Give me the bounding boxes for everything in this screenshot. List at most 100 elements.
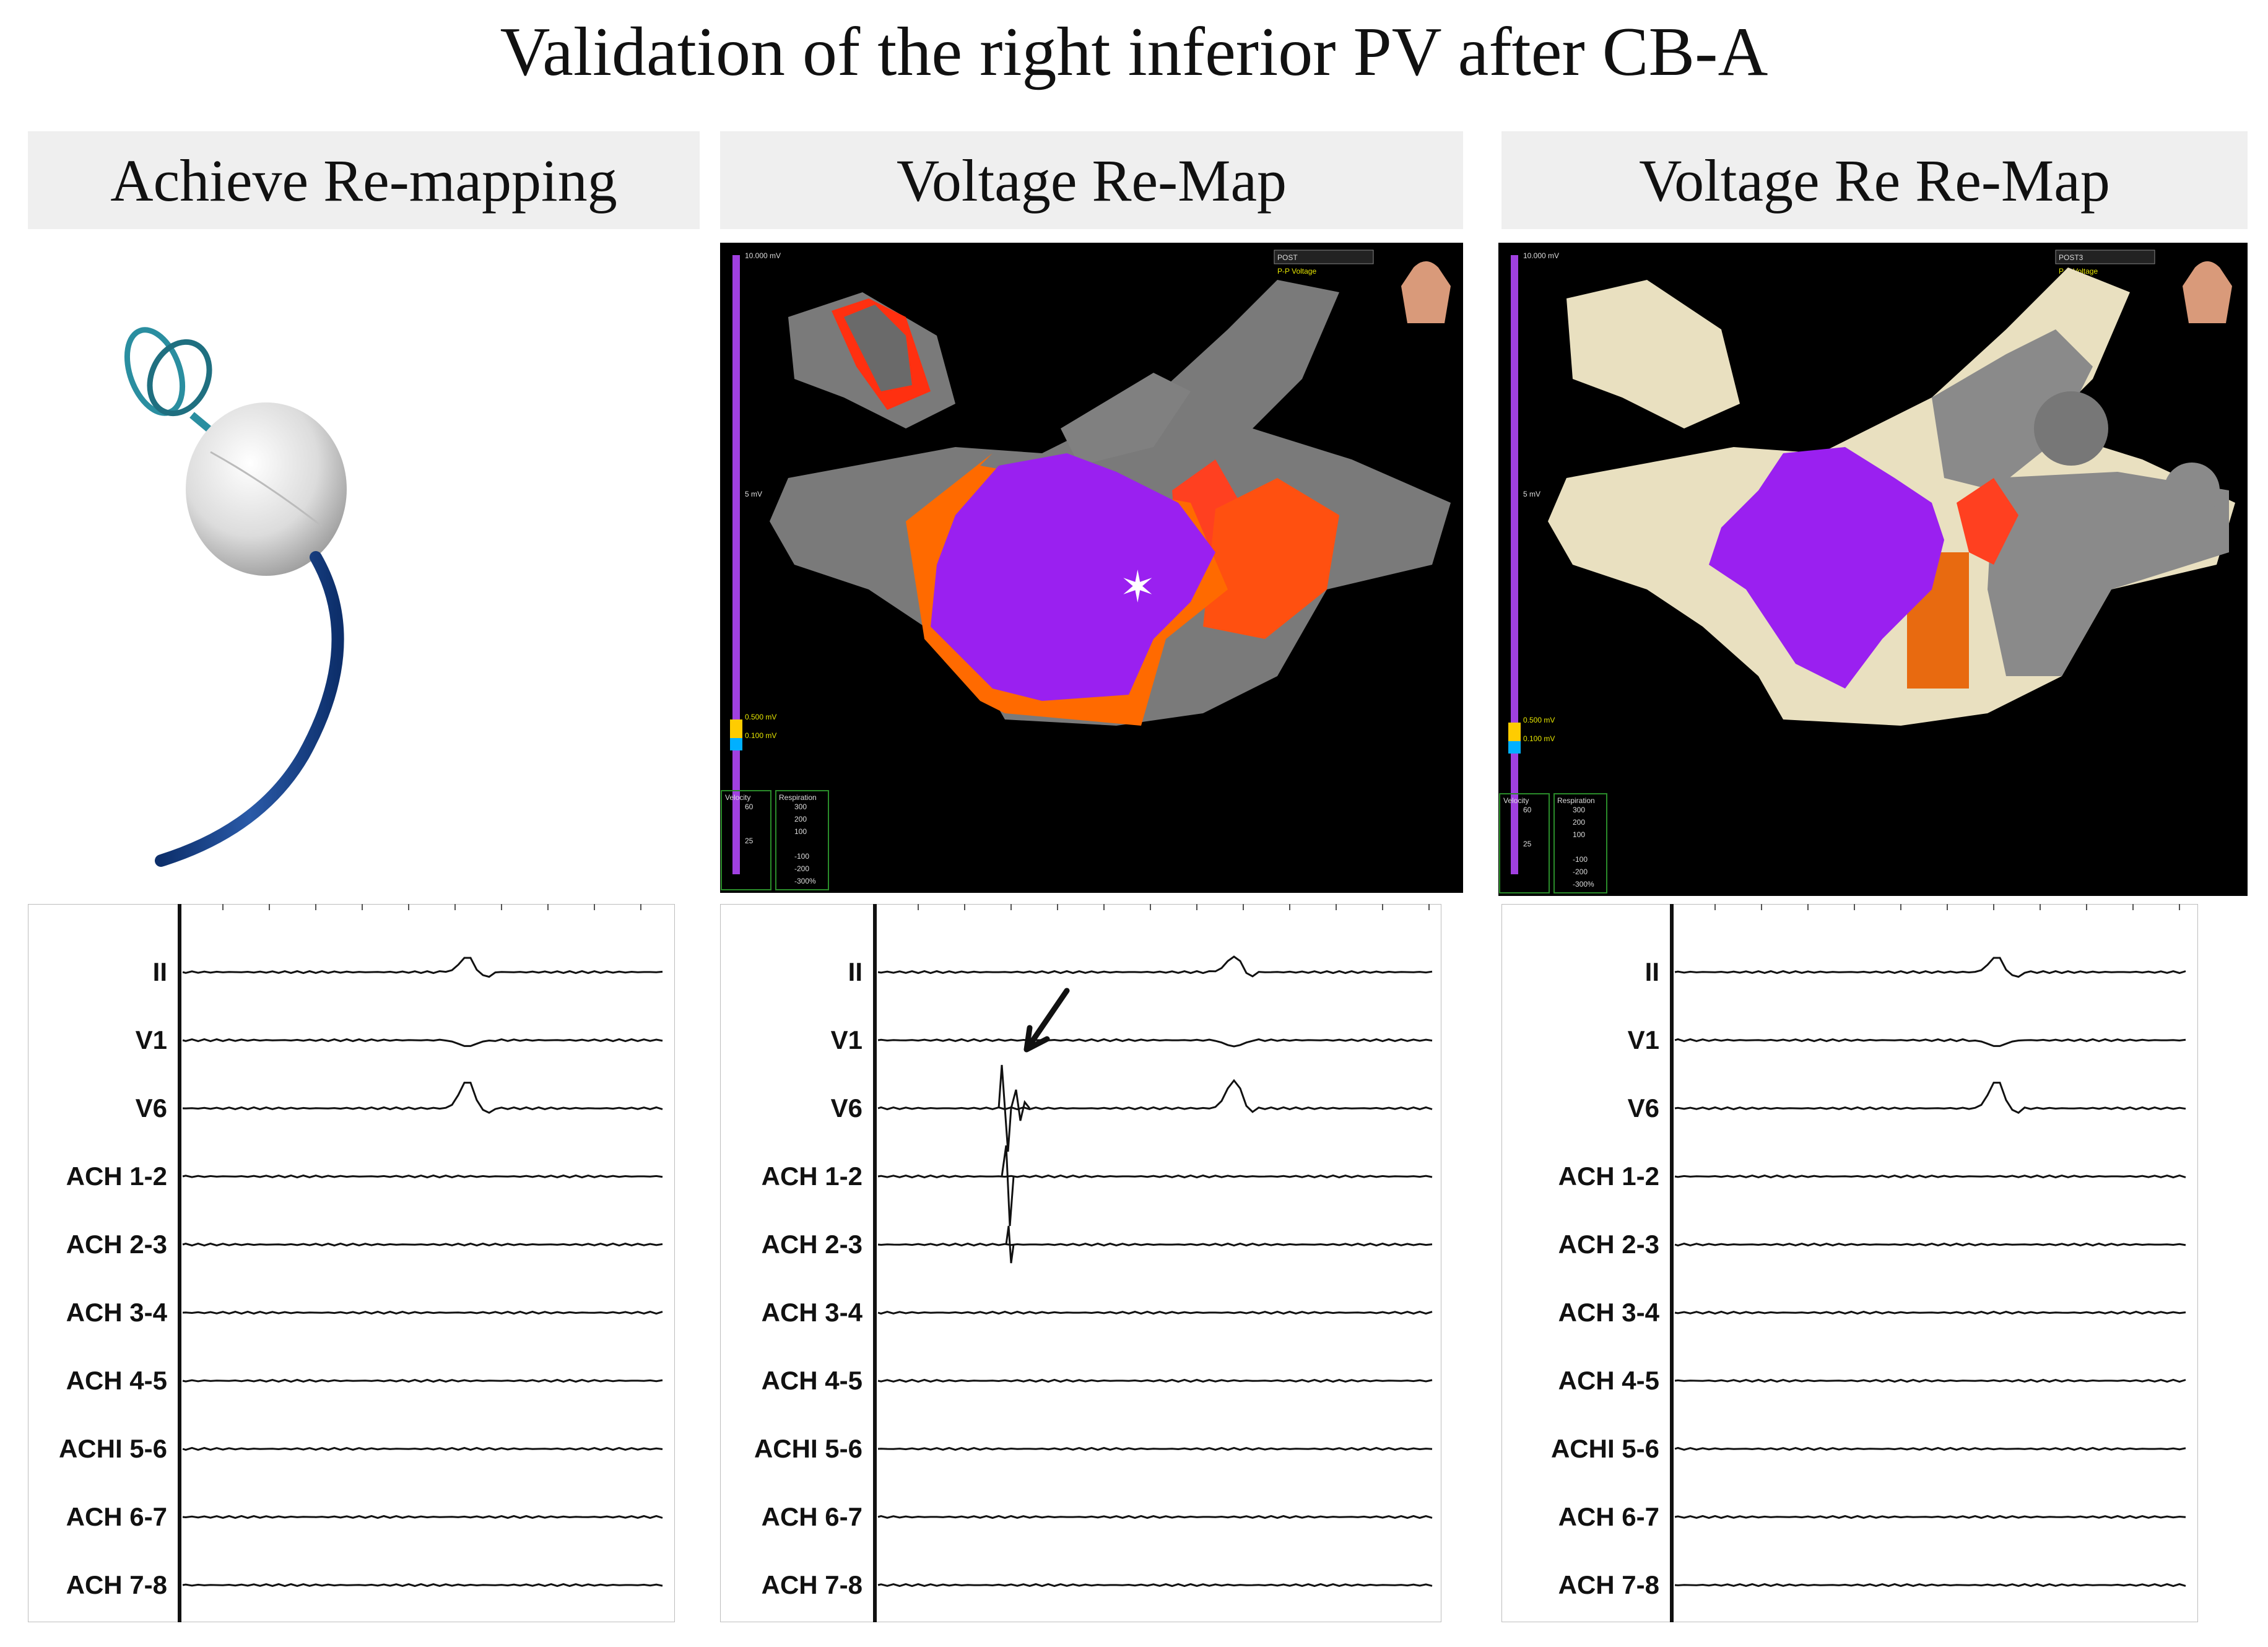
ecg-trace [877, 1242, 1433, 1247]
ecg-trace [1674, 1446, 2186, 1451]
ecg-trace [182, 1174, 663, 1179]
torso-orientation-icon [2183, 261, 2232, 323]
achieve-catheter-illustration [99, 322, 446, 867]
svg-text:60: 60 [1523, 806, 1532, 814]
ecg-lead-label: V6 [831, 1093, 862, 1123]
ecg-trace [1674, 1038, 2186, 1047]
ecg-trace [1674, 1378, 2186, 1383]
ecg-lead-label: ACH 2-3 [1558, 1230, 1659, 1259]
ecg-trace [182, 1082, 663, 1114]
panel-header-voltage-remap: Voltage Re-Map [720, 131, 1463, 229]
ecg-lead-label: ACHI 5-6 [754, 1434, 862, 1463]
svg-text:200: 200 [1573, 818, 1585, 827]
scale-mid-label: 5 mV [1523, 490, 1540, 498]
svg-text:-100: -100 [794, 852, 809, 861]
torso-orientation-icon [1401, 261, 1451, 323]
ecg-trace [182, 957, 663, 978]
ecg-panel-achieve: II V1 V6 ACH 1-2 ACH 2-3 ACH 3-4 ACH 4-5 ACHI 5… [28, 904, 675, 1622]
scale-min-label: 0.100 mV [1523, 734, 1555, 743]
panel-header-voltage-reremap: Voltage Re Re-Map [1501, 131, 2248, 229]
respiration-label: Respiration [1557, 796, 1595, 805]
ecg-lead-label: ACH 1-2 [66, 1162, 167, 1191]
ecg-lead-label: V6 [136, 1093, 167, 1123]
ecg-lead-label: ACH 7-8 [1558, 1570, 1659, 1599]
ecg-lead-label: ACH 1-2 [1558, 1162, 1659, 1191]
color-scale-bar [732, 255, 740, 874]
scale-mid-label: 5 mV [745, 490, 762, 498]
map-name-select[interactable]: POST3 [2059, 253, 2083, 262]
voltage-remap-view: 10.000 mV 5 mV 0.500 mV 0.100 mV POST P-… [720, 243, 1463, 893]
arrow-icon [1023, 988, 1070, 1053]
ecg-lead-label: V1 [1628, 1025, 1659, 1054]
pv-potential-spike [1001, 1145, 1015, 1227]
svg-text:25: 25 [1523, 840, 1532, 848]
panel-header-achieve: Achieve Re-mapping [28, 131, 700, 229]
ecg-trace [1674, 1514, 2186, 1519]
svg-text:100: 100 [1573, 830, 1585, 839]
scale-top-label: 10.000 mV [745, 251, 781, 260]
ecg-lead-label: II [1645, 957, 1659, 986]
star-marker-icon: ✶ [1119, 562, 1156, 612]
svg-text:100: 100 [794, 827, 807, 836]
ecg-trace [877, 1038, 1433, 1048]
ecg-lead-label: II [848, 957, 862, 986]
ecg-trace [182, 1310, 663, 1315]
ecg-trace [1674, 1310, 2186, 1315]
low-voltage-area [931, 453, 1215, 701]
ecg-trace [877, 1583, 1433, 1588]
map-name-select[interactable]: POST [1277, 253, 1298, 262]
ecg-trace [182, 1242, 663, 1247]
ecg-lead-label: ACHI 5-6 [1551, 1434, 1659, 1463]
ecg-lead-label: ACH 3-4 [66, 1298, 168, 1327]
ecg-lead-label: II [153, 957, 167, 986]
ecg-lead-label: V1 [831, 1025, 862, 1054]
ecg-lead-label: ACH 4-5 [762, 1366, 862, 1395]
ecg-trace [877, 1446, 1433, 1451]
ecg-lead-label: ACH 7-8 [66, 1570, 167, 1599]
color-scale-bar [1511, 255, 1518, 874]
ecg-lead-label: ACH 6-7 [1558, 1502, 1659, 1531]
figure-title: Validation of the right inferior PV afte… [500, 14, 1768, 90]
ecg-trace [877, 1079, 1433, 1113]
ecg-trace [1674, 1082, 2186, 1114]
ecg-trace [877, 955, 1433, 978]
svg-text:200: 200 [794, 815, 807, 824]
scale-min-label: 0.100 mV [745, 731, 776, 740]
svg-text:300: 300 [794, 802, 807, 811]
ecg-panel-voltage-reremap: II V1 V6 ACH 1-2 ACH 2-3 ACH 3-4 ACH 4-5 ACHI 5… [1501, 904, 2198, 1622]
ecg-trace [182, 1583, 663, 1588]
respiration-label: Respiration [779, 793, 817, 802]
ecg-lead-label: V1 [136, 1025, 167, 1054]
ecg-lead-label: ACH 2-3 [762, 1230, 862, 1259]
svg-text:-300%: -300% [1573, 880, 1594, 889]
ecg-trace [1674, 1174, 2186, 1179]
ecg-trace [182, 1378, 663, 1383]
velocity-label: Velocity [725, 793, 750, 802]
ecg-lead-label: ACH 1-2 [762, 1162, 862, 1191]
svg-text:-200: -200 [794, 864, 809, 873]
low-voltage-area [1709, 447, 1944, 689]
pv-potential-spike [997, 1064, 1031, 1152]
scale-low-label: 0.500 mV [1523, 716, 1555, 724]
ecg-panel-voltage-remap: II V1 V6 ACH 1-2 ACH 2-3 ACH 3-4 ACH 4-5 ACHI 5… [720, 904, 1441, 1622]
ecg-lead-label: ACH 7-8 [762, 1570, 862, 1599]
map-type-label: P-P Voltage [1277, 267, 1316, 276]
ecg-trace [1674, 957, 2186, 978]
velocity-label: Velocity [1503, 796, 1529, 805]
ecg-lead-label: ACH 2-3 [66, 1230, 167, 1259]
svg-text:-300%: -300% [794, 877, 816, 885]
ecg-trace [877, 1174, 1433, 1179]
ecg-lead-label: ACH 6-7 [762, 1502, 862, 1531]
ecg-lead-label: ACH 4-5 [1558, 1366, 1659, 1395]
ecg-lead-label: ACH 3-4 [762, 1298, 863, 1327]
svg-text:-200: -200 [1573, 867, 1588, 876]
svg-text:-100: -100 [1573, 855, 1588, 864]
ecg-trace [182, 1446, 663, 1451]
ecg-lead-label: V6 [1628, 1093, 1659, 1123]
ecg-trace [877, 1310, 1433, 1315]
ecg-trace [182, 1038, 663, 1047]
pv-potential-spike [1005, 1225, 1015, 1264]
ecg-trace [1674, 1242, 2186, 1247]
ecg-trace [877, 1378, 1433, 1383]
svg-text:300: 300 [1573, 806, 1585, 814]
